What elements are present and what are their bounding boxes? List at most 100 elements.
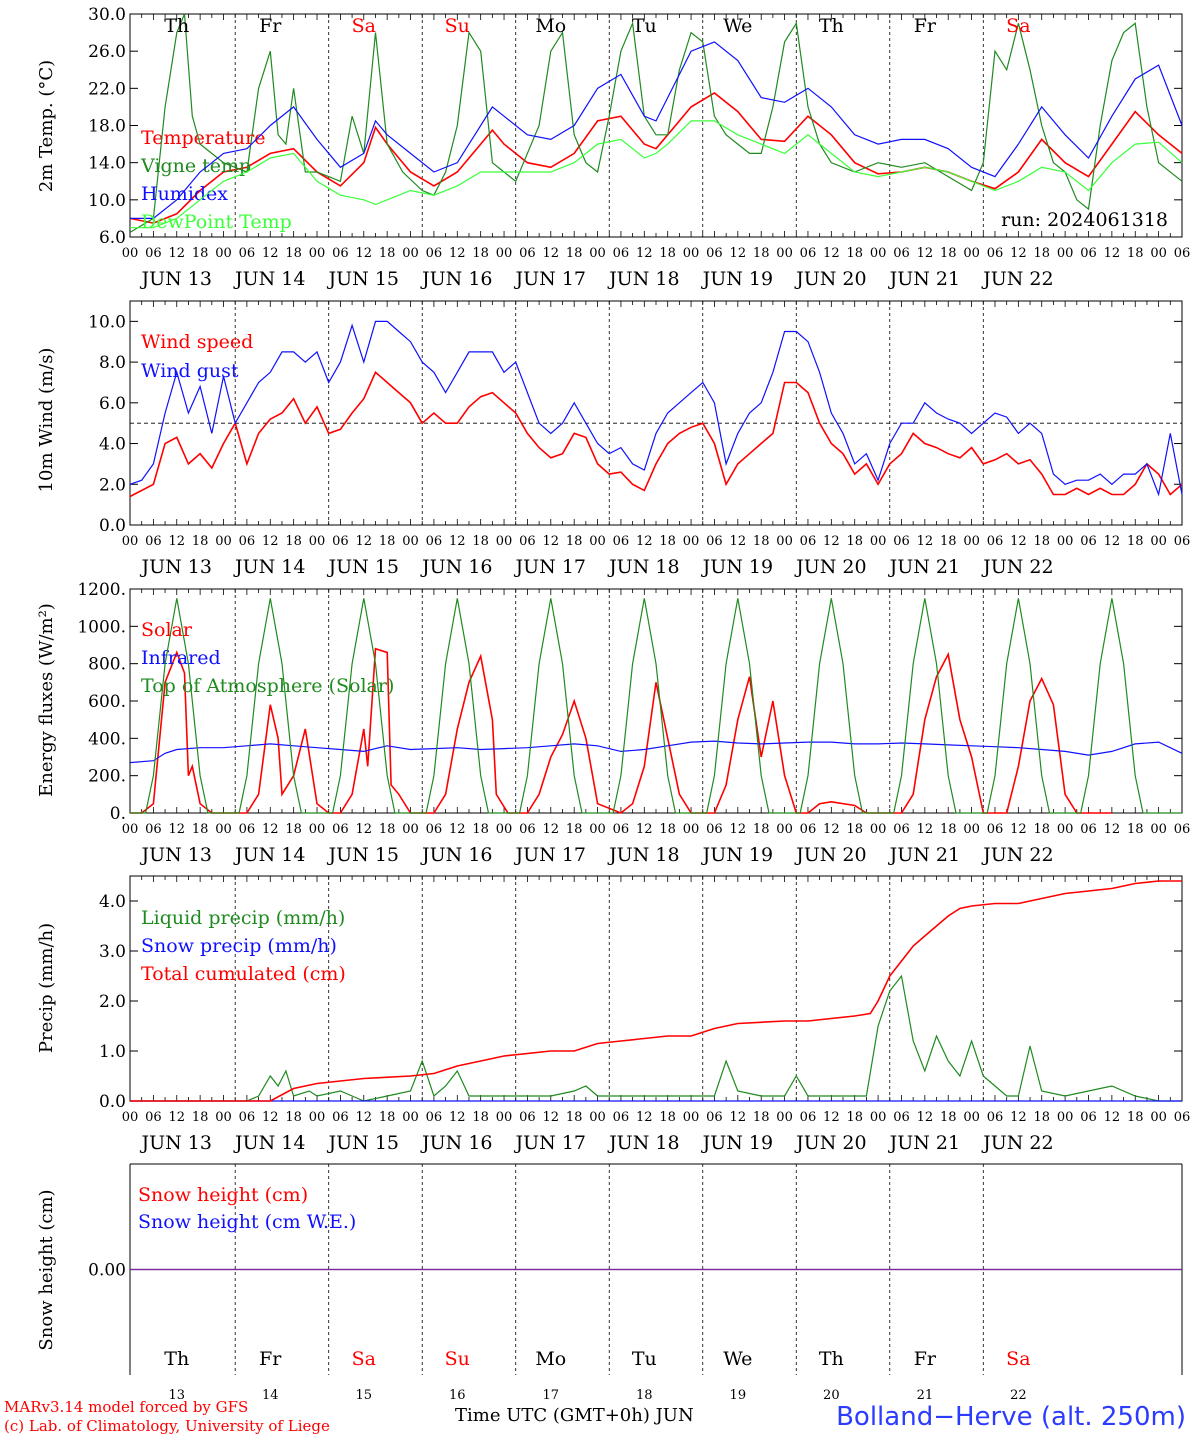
weekday-label: Th <box>819 15 844 37</box>
legend-total-cumulated-cm-: Total cumulated (cm) <box>141 963 346 985</box>
legend-snow-precip-mm-h-: Snow precip (mm/h) <box>141 935 337 957</box>
panel-5: 0.00 Snow height (cm) Snow height (cm) Snow… <box>36 1163 1183 1403</box>
x-hour-label: 18 <box>1033 534 1050 549</box>
x-date-label: JUN 13 <box>140 556 212 578</box>
day-number-label: 15 <box>356 1388 373 1403</box>
x-date-label: JUN 15 <box>327 268 399 290</box>
x-hour-label: 06 <box>1080 822 1097 837</box>
x-hour-label: 18 <box>846 246 863 261</box>
x-hour-label: 00 <box>963 1110 980 1125</box>
y-tick-label: 4.0 <box>99 435 126 455</box>
y-axis-label: 2m Temp. (°C) <box>36 60 57 192</box>
weekday-label: We <box>723 15 752 37</box>
weekday-label: Th <box>819 1348 844 1370</box>
x-hour-label: 18 <box>379 1110 396 1125</box>
x-hour-label: 06 <box>1174 822 1191 837</box>
x-hour-label: 00 <box>309 246 326 261</box>
x-date-label: JUN 17 <box>514 844 586 866</box>
x-date-label: JUN 15 <box>327 556 399 578</box>
day-number-label: 16 <box>449 1388 466 1403</box>
weekday-label: Su <box>445 15 470 37</box>
x-hour-label: 00 <box>215 1110 232 1125</box>
x-hour-label: 00 <box>870 534 887 549</box>
time-axis-title: Time UTC (GMT+0h) JUN <box>455 1405 694 1426</box>
x-hour-label: 00 <box>215 534 232 549</box>
x-hour-label: 18 <box>472 534 489 549</box>
series-line-dewpoint-temp <box>130 120 1183 229</box>
x-date-label: JUN 22 <box>981 556 1053 578</box>
x-hour-label: 18 <box>1127 246 1144 261</box>
x-hour-label: 00 <box>1057 246 1074 261</box>
lab-credit-line: (c) Lab. of Climatology, University of L… <box>4 1417 330 1435</box>
x-hour-label: 00 <box>402 1110 419 1125</box>
x-hour-label: 18 <box>753 534 770 549</box>
x-hour-label: 00 <box>122 1110 139 1125</box>
y-tick-label: 0.0 <box>99 516 126 536</box>
x-hour-label: 12 <box>262 246 279 261</box>
weekday-label: Fr <box>914 15 937 37</box>
y-tick-label: 18.0 <box>88 117 126 137</box>
x-hour-label: 00 <box>215 822 232 837</box>
x-hour-label: 12 <box>1104 534 1121 549</box>
y-axis-label: 10m Wind (m/s) <box>36 348 57 493</box>
x-hour-label: 00 <box>309 534 326 549</box>
x-date-label: JUN 20 <box>794 844 866 866</box>
weekday-label: Sa <box>352 15 376 37</box>
x-hour-label: 06 <box>893 1110 910 1125</box>
y-axis-label: Energy fluxes (W/m²) <box>36 603 57 797</box>
x-date-label: JUN 21 <box>888 556 960 578</box>
x-hour-label: 18 <box>379 534 396 549</box>
x-date-label: JUN 22 <box>981 268 1053 290</box>
x-hour-label: 00 <box>402 246 419 261</box>
x-date-label: JUN 21 <box>888 268 960 290</box>
x-hour-label: 00 <box>776 1110 793 1125</box>
x-hour-label: 12 <box>1010 246 1027 261</box>
x-hour-label: 06 <box>145 1110 162 1125</box>
y-tick-label: 800. <box>88 655 126 675</box>
x-hour-label: 00 <box>589 1110 606 1125</box>
x-hour-label: 00 <box>870 822 887 837</box>
y-tick-label: 400. <box>88 729 126 749</box>
panel-2: 0.0 2.0 4.0 6.0 8.0 10.0 10m Wind (m/s) Wind sp… <box>36 300 1190 578</box>
x-hour-label: 00 <box>870 246 887 261</box>
x-hour-label: 06 <box>239 822 256 837</box>
x-hour-label: 06 <box>706 534 723 549</box>
day-number-label: 14 <box>262 1388 279 1403</box>
x-hour-label: 00 <box>776 246 793 261</box>
day-number-label: 22 <box>1010 1388 1027 1403</box>
series-line-solar <box>130 647 1112 814</box>
weekday-label: Tu <box>632 15 657 37</box>
y-tick-label: 0.0 <box>99 1092 126 1112</box>
day-number-label: 18 <box>636 1388 653 1403</box>
x-hour-label: 12 <box>1104 246 1121 261</box>
legend-wind-gust: Wind gust <box>141 360 239 382</box>
x-hour-label: 00 <box>776 534 793 549</box>
x-hour-label: 00 <box>776 822 793 837</box>
series-line-wind-speed <box>129 370 1183 498</box>
x-hour-label: 18 <box>753 1110 770 1125</box>
x-hour-label: 06 <box>332 822 349 837</box>
x-hour-label: 06 <box>239 534 256 549</box>
x-hour-label: 06 <box>1174 1110 1191 1125</box>
x-hour-label: 12 <box>1010 534 1027 549</box>
day-number-label: 17 <box>543 1388 560 1403</box>
x-date-label: JUN 15 <box>327 1132 399 1154</box>
x-hour-label: 12 <box>1104 822 1121 837</box>
x-date-label: JUN 13 <box>140 268 212 290</box>
x-hour-label: 18 <box>192 1110 209 1125</box>
series-line-total-cumulated-cm- <box>130 880 1182 1102</box>
y-tick-label: 1.0 <box>99 1042 126 1062</box>
panel-1: 6.0 10.0 14.0 18.0 22.0 26.0 30.0 2m Temp. (°C)… <box>36 5 1190 290</box>
x-date-label: JUN 20 <box>794 1132 866 1154</box>
legend-snow-height-cm-: Snow height (cm) <box>138 1184 308 1206</box>
x-hour-label: 18 <box>846 822 863 837</box>
x-hour-label: 06 <box>706 1110 723 1125</box>
x-hour-label: 06 <box>1080 534 1097 549</box>
x-hour-label: 18 <box>940 1110 957 1125</box>
series-line-liquid-precip-mm-h- <box>130 974 1182 1102</box>
legend-top-of-atmosphere-solar-: Top of Atmosphere (Solar) <box>141 675 394 697</box>
x-date-label: JUN 21 <box>888 1132 960 1154</box>
series-line-top-of-atmosphere-solar- <box>130 598 1182 814</box>
panel-4: 0.0 1.0 2.0 3.0 4.0 Precip (mm/h) Liquid preci… <box>36 875 1191 1154</box>
x-hour-label: 12 <box>356 246 373 261</box>
